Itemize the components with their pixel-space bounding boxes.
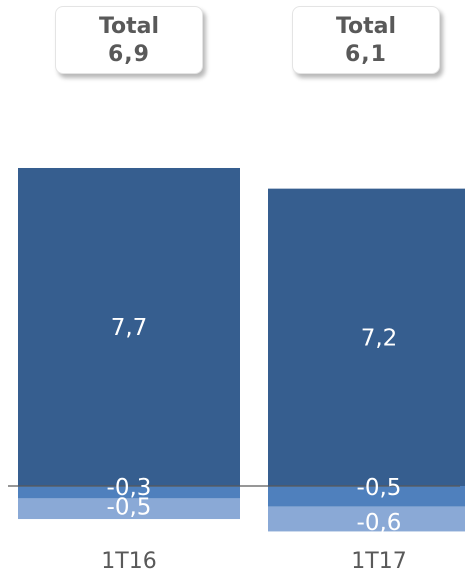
total-label: Total xyxy=(335,14,397,39)
data-label-1T17-2: -0,6 xyxy=(357,510,402,536)
data-label-1T16-0: 7,7 xyxy=(111,315,148,341)
total-value: 6,9 xyxy=(108,42,150,67)
category-label-1T17: 1T17 xyxy=(351,549,406,574)
category-label-1T16: 1T16 xyxy=(101,549,156,574)
bars-layer xyxy=(18,167,465,532)
bar-segment-1T16-0 xyxy=(18,167,240,487)
total-label: Total xyxy=(98,14,160,39)
total-box-1T17: Total 6,1 xyxy=(292,6,440,74)
data-label-1T17-0: 7,2 xyxy=(361,325,398,351)
bar-segment-1T17-2 xyxy=(268,506,465,532)
total-value: 6,1 xyxy=(345,42,387,67)
bar-segment-1T17-1 xyxy=(268,486,465,507)
total-box-1T16: Total 6,9 xyxy=(55,6,203,74)
data-label-1T17-1: -0,5 xyxy=(357,475,402,501)
bar-segment-1T16-1 xyxy=(18,486,240,499)
bar-segment-1T16-2 xyxy=(18,498,240,520)
data-label-1T16-2: -0,5 xyxy=(107,495,152,521)
bar-segment-1T17-0 xyxy=(268,188,465,486)
data-label-1T16-1: -0,3 xyxy=(107,475,152,501)
